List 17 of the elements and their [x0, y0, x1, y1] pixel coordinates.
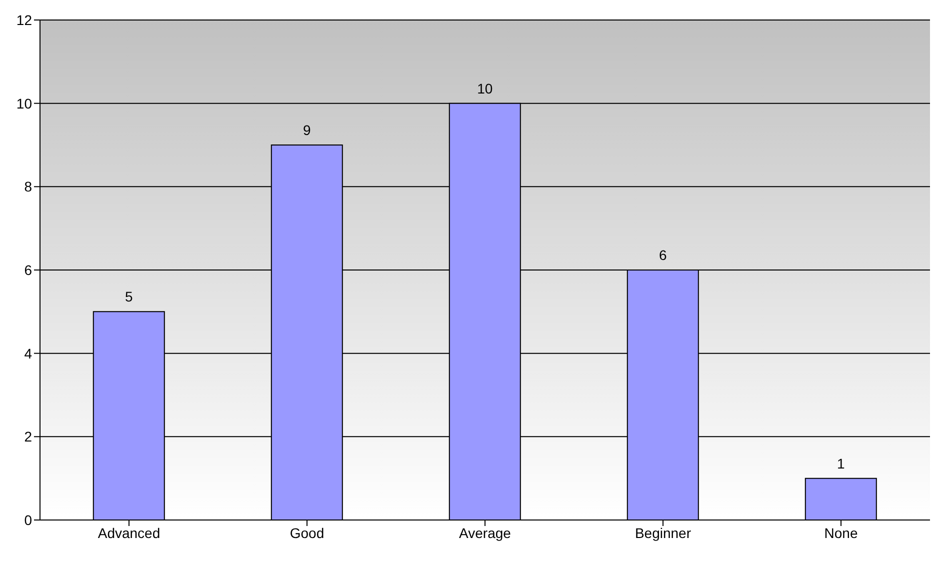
y-tick-label: 4	[24, 345, 32, 362]
y-tick-label: 6	[24, 262, 32, 278]
y-tick-label: 12	[16, 12, 32, 28]
x-tick-label: Average	[459, 524, 512, 541]
data-label: 9	[303, 122, 311, 138]
x-tick-label: None	[824, 524, 858, 541]
data-label: 6	[659, 247, 667, 263]
data-label: 1	[837, 455, 845, 472]
x-tick-label: Beginner	[634, 524, 692, 541]
y-tick-label: 10	[16, 95, 32, 112]
y-tick-label: 0	[24, 512, 32, 528]
y-tick-label: 8	[24, 178, 32, 195]
x-tick-label: Advanced	[98, 524, 160, 541]
y-tick-label: 2	[24, 428, 32, 445]
x-tick-label: Good	[290, 524, 324, 541]
data-label: 5	[125, 288, 133, 305]
data-label: 10	[477, 80, 493, 96]
